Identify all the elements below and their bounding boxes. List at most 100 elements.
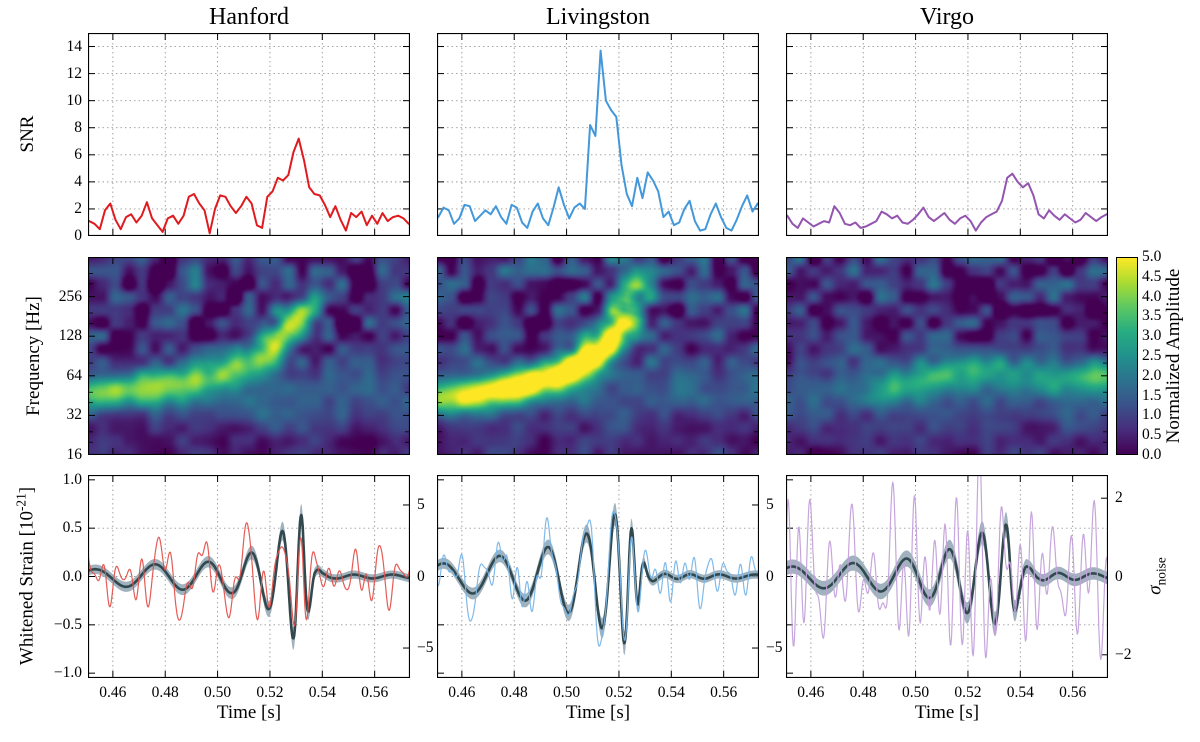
livingston-strain-canvas [437,475,759,678]
frequency-ytick-label: 16 [66,446,83,463]
time-axis-label-hanford: Time [s] [216,702,282,723]
axes-frame [88,475,410,678]
axes-frame [437,475,759,678]
colorbar-tick-label: 1.5 [1142,386,1162,404]
axes-frame [786,475,1108,678]
snr-ytick-label: 8 [74,118,82,136]
time-xtick-label: 0.56 [1059,684,1087,701]
livingston-spectrogram-axes [437,257,759,455]
sigma-ytick-label: 5 [766,495,774,513]
snr-ytick-label: 0 [74,227,82,244]
frequency-ytick-label: 256 [58,287,82,305]
axes-frame [786,257,1108,455]
snr-ytick-label: 12 [66,64,83,82]
virgo-strain-plot [786,475,1108,678]
sigma-ytick-label: 0 [766,567,774,585]
frequency-ytick-label: 32 [66,406,83,424]
axes-frame [437,33,759,236]
time-xtick-label: 0.56 [361,684,389,701]
colorbar-tick-label: 0.0 [1142,446,1162,463]
colorbar-tick-label: 0.5 [1142,426,1162,444]
axes-frame [437,257,759,455]
time-xtick-label: 0.52 [954,684,982,701]
strain-ytick-label: −0.5 [53,615,82,633]
sigma-ytick-label: 2 [1115,489,1123,507]
snr-ytick-label: 14 [66,37,83,55]
frequency-ytick-label: 64 [66,366,83,384]
snr-axis-label: SNR [17,115,38,153]
column-title-virgo: Virgo [919,4,975,30]
livingston-strain-plot [437,475,759,678]
time-xtick-label: 0.48 [500,684,528,701]
colorbar-tick-label: 3.5 [1142,307,1162,325]
hanford-spectrogram-axes [88,257,410,455]
colorbar-tick-label: 4.0 [1142,287,1162,305]
column-title-hanford: Hanford [209,4,289,30]
axes-frame [88,33,410,236]
time-xtick-label: 0.52 [256,684,284,701]
livingston-spectrogram [437,257,759,455]
sigma-ytick-label: 0 [1115,567,1123,585]
time-xtick-label: 0.50 [204,684,232,701]
time-xtick-label: 0.54 [1006,684,1034,701]
virgo-snr-canvas [786,33,1108,236]
hanford-snr-plot [88,33,410,236]
sigma-noise-subscript: noise [1153,557,1169,586]
time-xtick-label: 0.50 [553,684,581,701]
time-xtick-label: 0.46 [448,684,476,701]
sigma-ytick-label: 5 [417,495,425,513]
column-title-livingston: Livingston [545,4,650,30]
livingston-snr-canvas [437,33,759,236]
strain-axis-label-exponent: -21 [13,493,29,511]
hanford-strain-plot [88,475,410,678]
sigma-noise-axis-label: σnoise [1145,557,1170,594]
time-xtick-label: 0.48 [151,684,179,701]
livingston-spectrogram-image [437,257,759,455]
colorbar-tick-label: 2.5 [1142,347,1162,364]
colorbar-tick-label: 5.0 [1142,248,1162,265]
frequency-axis-label: Frequency [Hz] [23,296,44,416]
time-xtick-label: 0.56 [710,684,738,701]
sigma-ytick-label: −5 [417,639,434,657]
colorbar [1116,257,1138,455]
time-axis-label-livingston: Time [s] [565,702,631,723]
frequency-ytick-label: 128 [58,327,82,345]
sigma-ytick-label: −2 [1115,645,1132,663]
colorbar-tick-label: 3.0 [1142,327,1162,345]
hanford-spectrogram [88,257,410,455]
sigma-ytick-label: 0 [417,567,425,585]
virgo-snr-plot [786,33,1108,236]
strain-axis-label-bracket: ] [16,486,38,494]
sigma-glyph: σ [1144,585,1166,595]
time-xtick-label: 0.54 [308,684,336,701]
snr-ytick-label: 6 [74,145,82,163]
strain-ytick-label: 0.0 [62,567,82,585]
virgo-spectrogram [786,257,1108,455]
livingston-snr-plot [437,33,759,236]
colorbar-tick-label: 2.0 [1142,366,1162,384]
colorbar-tick-label: 1.0 [1142,406,1162,424]
time-xtick-label: 0.54 [657,684,685,701]
time-xtick-label: 0.52 [605,684,633,701]
colorbar-tick-label: 4.5 [1142,267,1162,285]
strain-ytick-label: 0.5 [62,519,82,537]
time-axis-label-virgo: Time [s] [914,702,980,723]
hanford-spectrogram-image [88,257,410,455]
virgo-strain-canvas [786,475,1108,678]
virgo-spectrogram-image [786,257,1108,455]
time-xtick-label: 0.48 [849,684,877,701]
snr-ytick-label: 2 [74,199,82,217]
time-xtick-label: 0.46 [797,684,825,701]
hanford-strain-canvas [88,475,410,678]
strain-ytick-label: −1.0 [53,664,82,682]
snr-ytick-label: 4 [74,172,82,190]
strain-ytick-label: 1.0 [62,470,82,488]
time-xtick-label: 0.50 [902,684,930,701]
time-xtick-label: 0.46 [99,684,127,701]
sigma-ytick-label: −5 [766,639,783,657]
axes-frame [88,257,410,455]
hanford-snr-canvas [88,33,410,236]
snr-ytick-label: 10 [66,91,83,109]
virgo-spectrogram-axes [786,257,1108,455]
